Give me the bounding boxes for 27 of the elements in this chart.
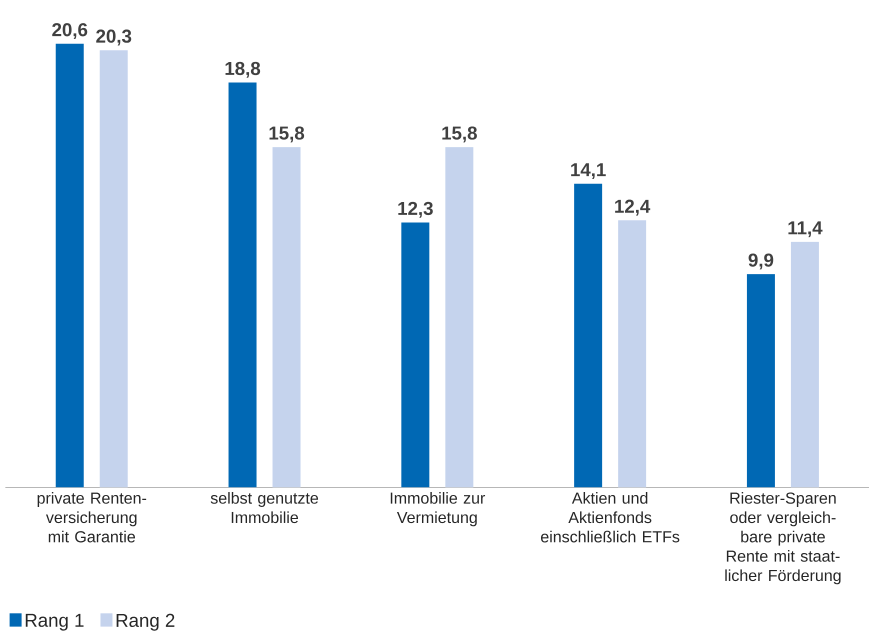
x-tick-label: Immobilie zur Vermietung: [390, 492, 486, 526]
bar: [445, 147, 474, 488]
legend-label: Rang 1: [26, 614, 84, 631]
legend-label: Rang 2: [116, 614, 174, 631]
bar: [574, 184, 602, 488]
data-label: 20,6: [52, 23, 88, 40]
x-tick-label: Riester-Sparen oder vergleich-bare private Rente mit staat-licher Förderung: [725, 492, 841, 584]
bar: [272, 147, 301, 488]
data-label: 15,8: [270, 126, 304, 142]
bar: [401, 222, 430, 488]
bar: [100, 50, 128, 488]
data-label: 15,8: [442, 126, 477, 142]
data-label: 12,3: [398, 202, 433, 218]
x-tick-label: selbst genutzte Immobilie: [210, 492, 318, 524]
x-tick-label: private Renten-versicherung mit Garantie: [38, 492, 146, 542]
data-label: 20,3: [96, 30, 132, 46]
data-label: 14,1: [571, 163, 606, 179]
bar: [746, 274, 775, 488]
data-label: 12,4: [615, 200, 650, 216]
bar: [790, 242, 819, 488]
data-label: 18,8: [226, 62, 260, 78]
data-label: 11,4: [788, 221, 822, 238]
data-label: 9,9: [748, 253, 774, 270]
bar: [56, 44, 84, 488]
bar: [618, 220, 646, 488]
bar: [228, 82, 257, 488]
x-tick-label: Aktien und Aktienfonds einschließlich ETFs: [541, 492, 680, 542]
